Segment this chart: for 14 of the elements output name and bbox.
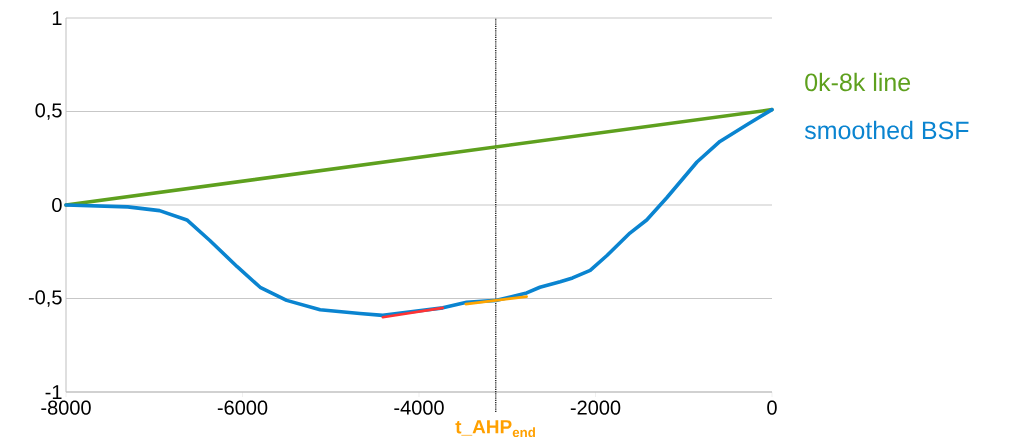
series-label: 0k-8k line (805, 72, 911, 92)
y-tick-label: 1 (52, 11, 62, 25)
line-series (64, 107, 774, 318)
x-tick-label: -6000 (217, 400, 268, 415)
y-tick-label: -0,5 (28, 290, 62, 307)
x-tick-label: -4000 (394, 400, 444, 415)
series-label: smoothed BSF (804, 120, 969, 140)
y-tick-label: 0,5 (35, 103, 62, 120)
x-tick-label: 0 (767, 400, 777, 415)
x-tick-label: -2000 (570, 400, 621, 415)
ref-line-label: t_AHP$_{end}$ (455, 420, 535, 438)
y-tick-label: -1 (45, 385, 62, 399)
y-tick-label: 0 (52, 197, 62, 213)
x-tick-label: -8000 (41, 400, 91, 415)
